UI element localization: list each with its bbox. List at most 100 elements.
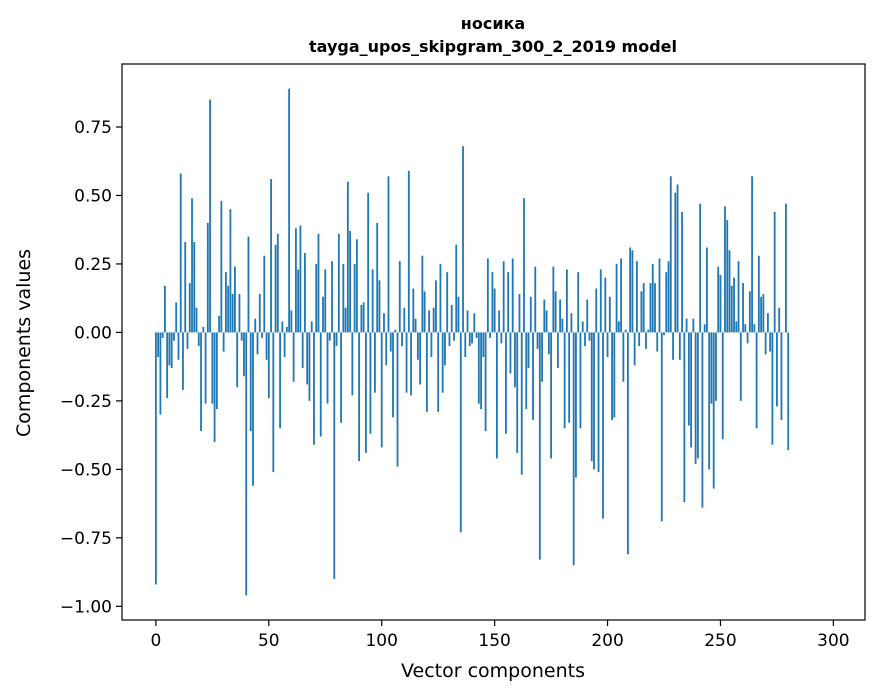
bar-1: [157, 332, 160, 358]
bar-234: [683, 332, 686, 503]
bar-125: [437, 332, 440, 412]
chart-title-line1: носика: [461, 14, 525, 33]
bar-277: [780, 332, 783, 421]
plot-area-frame: [121, 63, 866, 621]
bar-32: [227, 285, 230, 333]
x-axis-ticks: 0 50 100 150 200 250 300: [150, 620, 850, 651]
bar-87: [351, 332, 354, 396]
bar-258: [737, 261, 740, 333]
bar-199: [604, 277, 607, 333]
bar-52: [272, 332, 275, 473]
bar-160: [516, 332, 519, 453]
bar-96: [371, 269, 374, 333]
bar-85: [346, 181, 349, 333]
bar-127: [441, 332, 444, 393]
bar-250: [719, 274, 722, 333]
bar-229: [672, 332, 674, 360]
bar-274: [773, 211, 776, 333]
bar-247: [712, 332, 715, 489]
bar-42: [249, 332, 252, 432]
x-tick-label: 300: [817, 631, 849, 651]
bar-75: [324, 269, 327, 333]
bar-41: [247, 236, 250, 333]
bar-77: [328, 332, 331, 341]
x-tick-label: 50: [258, 631, 280, 651]
bar-15: [188, 283, 191, 333]
bar-144: [480, 332, 482, 410]
bar-113: [410, 332, 412, 396]
bar-213: [636, 261, 638, 333]
bar-208: [624, 329, 627, 333]
bar-122: [430, 332, 433, 358]
bar-72: [317, 233, 320, 333]
bar-157: [509, 332, 512, 374]
bar-145: [482, 332, 485, 358]
bar-256: [733, 277, 735, 333]
bar-236: [687, 332, 690, 426]
bar-33: [229, 209, 232, 333]
bar-239: [694, 332, 697, 464]
y-tick-label: −0.50: [60, 460, 112, 480]
bar-232: [678, 332, 681, 360]
bar-196: [597, 332, 600, 473]
bar-55: [279, 332, 281, 429]
bar-60: [290, 310, 293, 333]
bar-162: [520, 332, 523, 475]
bar-270: [764, 332, 767, 355]
bar-65: [301, 332, 304, 369]
bar-89: [355, 239, 358, 333]
bar-228: [669, 176, 672, 333]
bar-35: [234, 266, 236, 333]
bar-107: [396, 332, 399, 467]
bar-193: [590, 332, 593, 462]
bar-12: [182, 332, 184, 390]
bar-251: [721, 332, 724, 440]
bar-253: [726, 220, 729, 333]
bar-131: [450, 305, 453, 333]
y-tick-label: −0.25: [60, 392, 112, 412]
bar-137: [464, 332, 467, 358]
bar-240: [696, 332, 699, 459]
bar-173: [545, 310, 548, 333]
bar-17: [193, 242, 196, 333]
bar-242: [701, 332, 704, 508]
bar-198: [602, 332, 604, 519]
bar-223: [658, 258, 661, 333]
bar-50: [267, 332, 270, 399]
bar-205: [617, 321, 620, 333]
bar-133: [455, 244, 458, 333]
bar-202: [611, 332, 613, 421]
bar-57: [283, 332, 286, 358]
bar-273: [771, 332, 774, 445]
bar-264: [751, 176, 753, 333]
bar-3: [161, 332, 164, 338]
bar-275: [776, 332, 778, 407]
bar-156: [507, 272, 510, 333]
bar-48: [263, 255, 266, 333]
bar-151: [495, 332, 498, 459]
bar-261: [744, 324, 747, 333]
bar-71: [315, 263, 318, 333]
x-axis-label: Vector components: [401, 660, 585, 682]
bar-111: [405, 332, 408, 393]
bar-58: [285, 326, 288, 333]
y-axis-ticks: −1.00 −0.75 −0.50 −0.25 0.00 0.25 0.50 0.75: [60, 118, 122, 617]
bar-179: [559, 299, 562, 333]
bar-132: [453, 332, 455, 341]
bar-138: [466, 310, 469, 333]
bar-30: [222, 332, 225, 352]
bar-110: [403, 307, 406, 333]
bar-10: [177, 332, 180, 360]
bar-215: [640, 291, 643, 333]
bar-257: [735, 321, 738, 333]
bar-61: [292, 332, 295, 382]
bar-224: [660, 332, 663, 522]
bar-194: [593, 332, 595, 470]
bar-46: [258, 294, 261, 333]
bar-147: [486, 258, 489, 333]
bar-181: [563, 332, 566, 429]
bar-29: [220, 200, 223, 333]
bar-64: [299, 225, 302, 333]
bar-121: [428, 310, 431, 333]
bar-276: [778, 307, 781, 333]
